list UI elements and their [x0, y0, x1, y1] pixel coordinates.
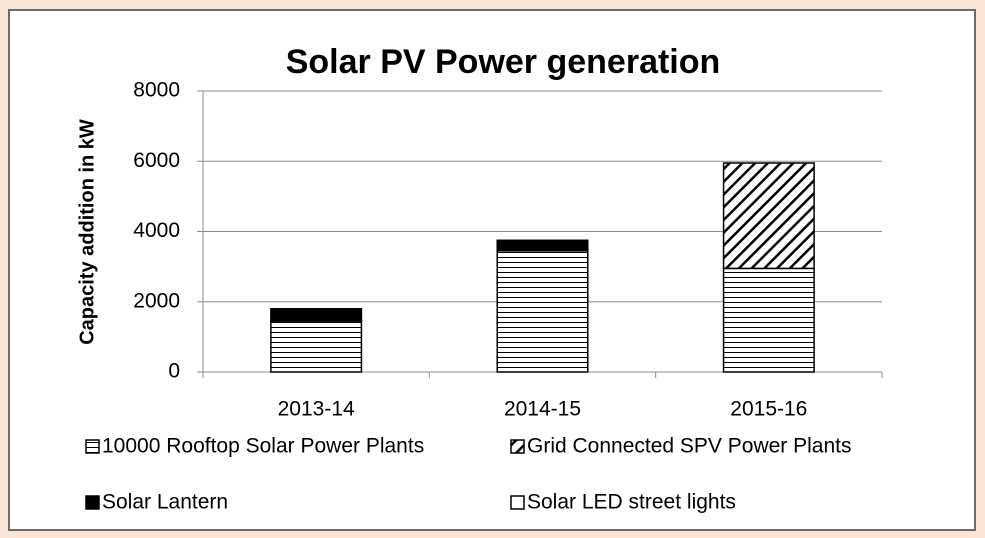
bar-segment — [270, 320, 363, 373]
bar-segment — [270, 308, 363, 322]
bar-segment — [496, 250, 589, 373]
y-tick-label: 6000 — [133, 149, 180, 172]
chart-title: Solar PV Power generation — [286, 43, 721, 81]
legend-swatch — [85, 495, 100, 510]
bar-segment — [722, 162, 815, 270]
bar-segment — [722, 267, 815, 373]
x-tick-label: 2013-14 — [278, 398, 355, 421]
legend-label: Grid Connected SPV Power Plants — [527, 435, 852, 458]
y-axis-label: Capacity addition in kW — [76, 119, 98, 345]
legend-swatch — [510, 495, 525, 510]
y-tick-label: 4000 — [133, 219, 180, 242]
bar-segment — [496, 239, 589, 252]
y-tick-label: 0 — [168, 360, 180, 383]
y-tick-label: 2000 — [133, 289, 180, 312]
legend-label: 10000 Rooftop Solar Power Plants — [102, 435, 424, 458]
y-tick-label: 8000 — [133, 79, 180, 102]
legend-swatch — [510, 439, 525, 454]
legend-swatch — [85, 439, 100, 454]
legend-label: Solar LED street lights — [527, 491, 736, 514]
legend-label: Solar Lantern — [102, 491, 228, 514]
x-tick-label: 2014-15 — [504, 398, 581, 421]
x-tick-label: 2015-16 — [730, 398, 807, 421]
